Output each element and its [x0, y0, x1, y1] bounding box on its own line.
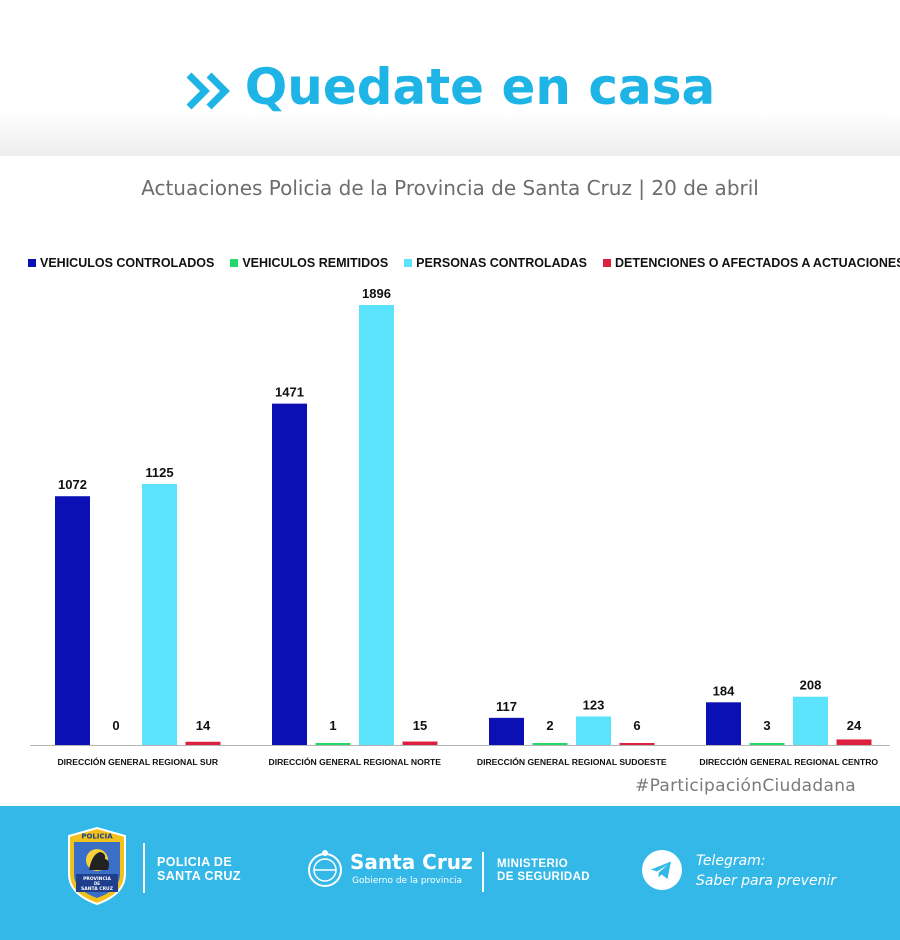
ministry-name: MINISTERIO DE SEGURIDAD [497, 858, 590, 884]
bar [749, 743, 785, 745]
data-label: 117 [496, 699, 517, 714]
bar [836, 739, 872, 745]
badge-text-2: DE [94, 881, 100, 886]
headline-text: Quedate en casa [244, 58, 716, 116]
bar [272, 403, 307, 745]
bar [619, 743, 655, 745]
legend-label: VEHICULOS REMITIDOS [242, 256, 389, 270]
data-label: 24 [847, 718, 862, 733]
data-label: 208 [800, 678, 822, 693]
bar [185, 741, 221, 745]
legend-label: DETENCIONES O AFECTADOS A ACTUACIONES [615, 256, 900, 270]
legend-item: PERSONAS CONTROLADAS [404, 256, 587, 270]
badge-text-3: SANTA CRUZ [81, 886, 114, 892]
badge-text-1: PROVINCIA [83, 876, 111, 882]
bar [315, 743, 351, 745]
legend-swatch [404, 259, 413, 267]
data-label: 14 [196, 718, 211, 733]
data-label: 1125 [145, 465, 173, 480]
footer [0, 806, 900, 940]
police-name: POLICIA DE SANTA CRUZ [157, 855, 241, 883]
data-label: 15 [413, 718, 427, 733]
telegram-text: Telegram: Saber para prevenir [696, 851, 836, 891]
ministry-line2: DE SEGURIDAD [497, 871, 590, 883]
bar [402, 741, 438, 745]
data-label: 1072 [58, 477, 87, 492]
data-label: 6 [633, 718, 640, 733]
legend-swatch [28, 259, 36, 267]
bar [142, 483, 177, 745]
headline: Quedate en casa [0, 58, 900, 128]
data-label: 123 [583, 697, 605, 712]
legend-swatch [603, 259, 611, 267]
telegram-icon [642, 850, 682, 890]
data-label: 3 [763, 718, 770, 733]
data-label: 2 [546, 718, 553, 733]
bar-chart: 1072 0 1125 14 DIRECCIÓN GENERAL REGIONAL SU… [30, 286, 890, 767]
legend-label: PERSONAS CONTROLADAS [416, 256, 587, 270]
telegram-line2: Saber para prevenir [696, 873, 837, 889]
bar [576, 716, 611, 745]
police-badge-logo: POLICIA PROVINCIA DE SANTA CRUZ [68, 826, 126, 906]
legend-item: DETENCIONES O AFECTADOS A ACTUACIONES [603, 256, 900, 270]
data-label: 0 [112, 718, 119, 733]
category-label: DIRECCIÓN GENERAL REGIONAL CENTRO [699, 756, 878, 767]
bar [793, 696, 828, 745]
government-subtitle: Gobierno de la provincia [352, 876, 463, 886]
subtitle-band [0, 156, 900, 226]
legend-item: VEHICULOS CONTROLADOS [28, 256, 214, 270]
data-label: 1 [329, 718, 336, 733]
header-band [0, 0, 900, 160]
chart-subtitle: Actuaciones Policia de la Provincia de S… [141, 176, 759, 200]
double-chevron-right-icon [186, 72, 230, 109]
government-name: Santa Cruz [350, 850, 473, 874]
footer-divider-2 [482, 852, 484, 892]
legend-label: VEHICULOS CONTROLADOS [40, 256, 215, 270]
legend-swatch [230, 259, 239, 267]
police-name-line1: POLICIA DE [157, 855, 233, 869]
category-label: DIRECCIÓN GENERAL REGIONAL SUR [57, 756, 218, 767]
category-label: DIRECCIÓN GENERAL REGIONAL SUDOESTE [477, 756, 667, 767]
bar [55, 496, 90, 745]
bar [359, 305, 394, 745]
chart-legend: VEHICULOS CONTROLADOS VEHICULOS REMITIDOS… [28, 255, 900, 271]
bar [489, 717, 524, 745]
ministry-line1: MINISTERIO [497, 858, 569, 870]
category-label: DIRECCIÓN GENERAL REGIONAL NORTE [268, 756, 441, 767]
footer-divider-1 [143, 843, 145, 893]
provincial-shield-icon [308, 850, 342, 887]
badge-top-text: POLICIA [81, 833, 113, 841]
data-label: 184 [713, 683, 735, 698]
data-label: 1471 [275, 385, 304, 400]
police-name-line2: SANTA CRUZ [157, 869, 241, 883]
legend-item: VEHICULOS REMITIDOS [230, 256, 388, 270]
telegram-line1: Telegram: [696, 853, 766, 869]
hashtag: #ParticipaciónCiudadana [635, 776, 856, 796]
data-label: 1896 [362, 286, 391, 301]
bar [532, 743, 568, 745]
bar [706, 702, 741, 745]
